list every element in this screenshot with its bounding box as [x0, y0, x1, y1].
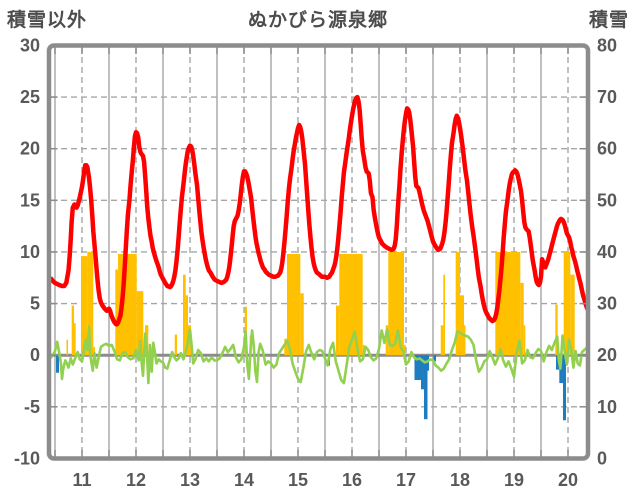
right-axis-tick-label: 60 — [597, 139, 617, 159]
right-axis-tick-label: 20 — [597, 345, 617, 365]
x-axis-tick-label: 17 — [396, 470, 416, 490]
left-axis-tick-label: 30 — [20, 35, 40, 55]
right-axis-tick-label: 50 — [597, 190, 617, 210]
x-axis-tick-label: 20 — [558, 470, 578, 490]
chart-title: ぬかびら源泉郷 — [247, 10, 388, 31]
right-axis-tick-label: 10 — [597, 397, 617, 417]
left-axis-tick-label: 5 — [30, 294, 40, 314]
left-axis-tick-label: 10 — [20, 242, 40, 262]
right-axis-tick-label: 30 — [597, 294, 617, 314]
right-axis-title: 積雪 — [588, 10, 629, 31]
x-axis-tick-label: 14 — [234, 470, 254, 490]
right-axis-tick-label: 80 — [597, 35, 617, 55]
x-axis-tick-label: 16 — [342, 470, 362, 490]
x-axis-tick-label: 19 — [504, 470, 524, 490]
left-axis-tick-label: -10 — [14, 448, 40, 468]
left-axis-tick-label: -5 — [24, 397, 40, 417]
x-axis-tick-label: 15 — [288, 470, 308, 490]
left-axis-tick-label: 15 — [20, 190, 40, 210]
right-axis-tick-label: 70 — [597, 87, 617, 107]
left-axis-tick-label: 25 — [20, 87, 40, 107]
x-axis-tick-label: 13 — [180, 470, 200, 490]
right-axis-tick-label: 40 — [597, 242, 617, 262]
x-axis-tick-label: 12 — [126, 470, 146, 490]
left-axis-tick-label: 0 — [30, 345, 40, 365]
left-axis-tick-label: 20 — [20, 139, 40, 159]
x-axis-tick-label: 11 — [72, 470, 91, 490]
left-axis-title: 積雪以外 — [7, 10, 88, 31]
x-axis-tick-label: 18 — [450, 470, 470, 490]
right-axis-tick-label: 0 — [597, 448, 607, 468]
